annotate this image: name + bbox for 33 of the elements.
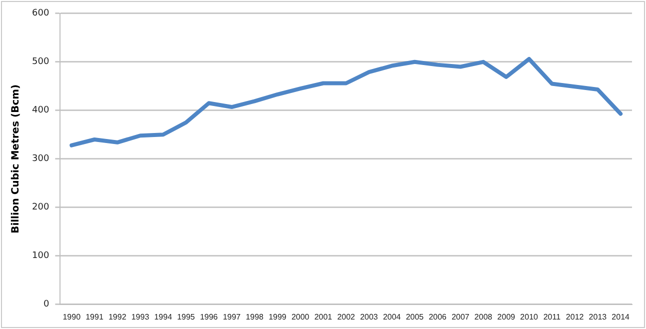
x-tick-label: 1997 bbox=[222, 312, 242, 322]
x-tick-label: 1998 bbox=[246, 312, 264, 322]
x-tick-label: 2006 bbox=[428, 312, 448, 322]
x-tick-label: 2000 bbox=[291, 312, 310, 322]
x-tick-label: 2008 bbox=[474, 312, 493, 322]
x-tick-label: 2003 bbox=[360, 312, 378, 322]
y-tick-label: 500 bbox=[32, 57, 50, 68]
x-tick-label: 1995 bbox=[177, 312, 196, 322]
y-axis-title: Billion Cubic Metres (Bcm) bbox=[10, 84, 22, 234]
x-tick-label: 1996 bbox=[200, 312, 218, 322]
x-tick-label: 2011 bbox=[543, 312, 562, 322]
y-tick-label: 200 bbox=[32, 202, 50, 213]
x-tick-label: 2009 bbox=[497, 312, 516, 322]
x-tick-label: 2005 bbox=[406, 312, 424, 322]
x-tick-label: 1999 bbox=[268, 312, 287, 322]
x-tick-label: 1994 bbox=[154, 312, 173, 322]
x-tick-label: 2004 bbox=[382, 312, 402, 322]
x-tick-label: 2001 bbox=[314, 312, 333, 322]
x-tick-label: 2002 bbox=[337, 312, 356, 322]
x-tick-label: 2014 bbox=[612, 312, 630, 322]
x-tick-label: 1992 bbox=[108, 312, 127, 322]
x-tick-label: 1991 bbox=[86, 312, 104, 322]
x-tick-label: 1993 bbox=[131, 312, 150, 322]
x-tick-label: 2010 bbox=[520, 312, 539, 322]
y-tick-label: 300 bbox=[32, 154, 50, 164]
y-tick-label: 100 bbox=[32, 251, 50, 262]
x-tick-label: 2013 bbox=[588, 312, 608, 322]
y-tick-label: 600 bbox=[32, 8, 50, 19]
x-tick-label: 2007 bbox=[452, 312, 470, 322]
y-tick-label: 0 bbox=[43, 300, 50, 310]
x-tick-label: 1990 bbox=[62, 312, 82, 322]
x-tick-label: 2012 bbox=[566, 312, 584, 322]
y-tick-label: 400 bbox=[32, 106, 50, 116]
